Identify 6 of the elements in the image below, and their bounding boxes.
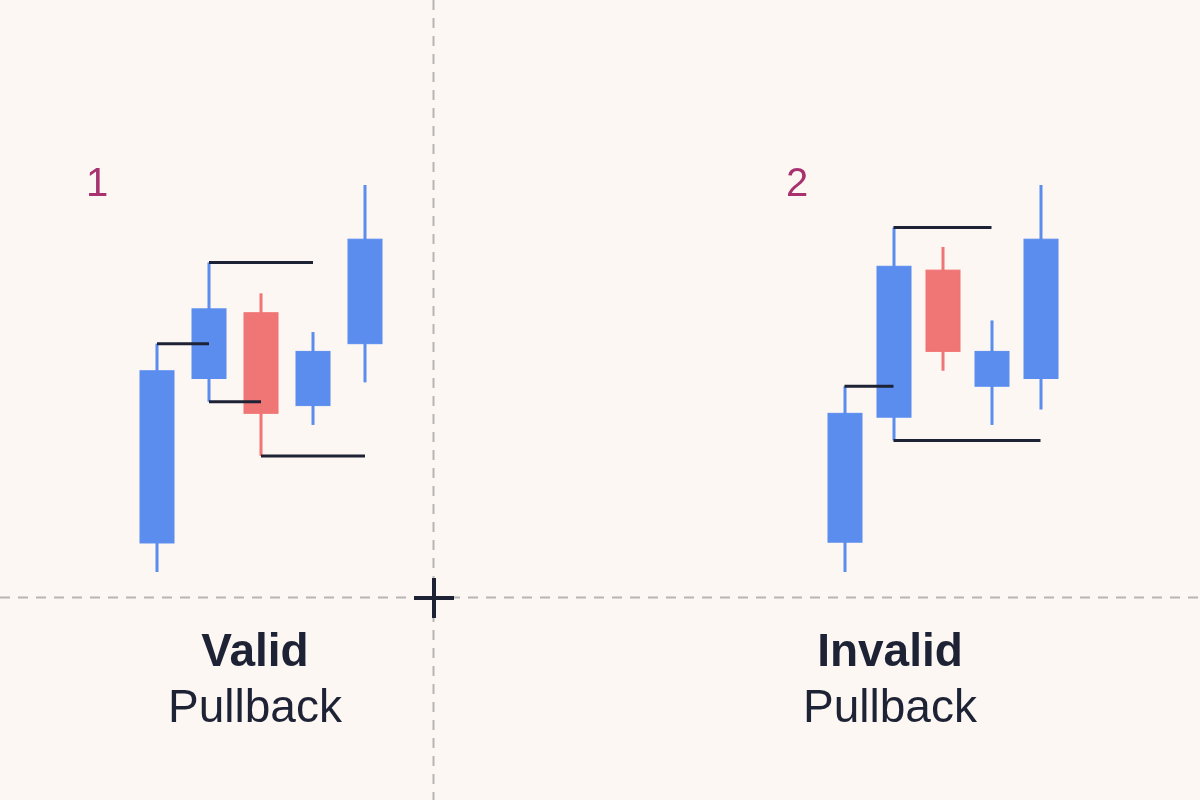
text: 2 [784, 160, 810, 205]
text: Pullback [802, 679, 978, 734]
text: 1 [84, 160, 110, 205]
text: Invalid [816, 623, 964, 678]
text: Pullback [167, 679, 343, 734]
text: Valid [200, 623, 310, 678]
